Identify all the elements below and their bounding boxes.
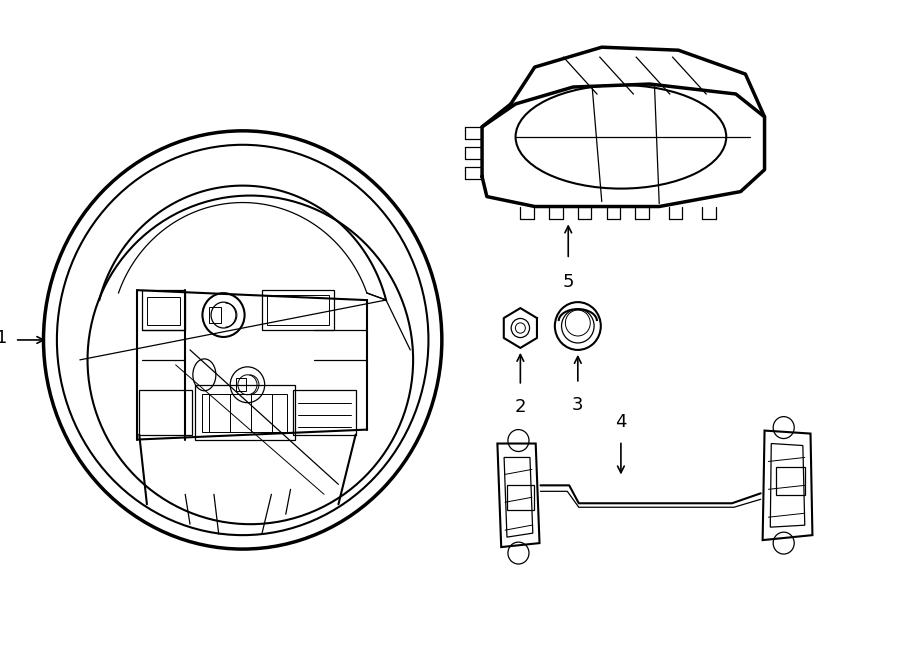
Bar <box>236 378 246 391</box>
Bar <box>142 290 185 330</box>
Bar <box>776 467 805 495</box>
Bar <box>194 385 295 440</box>
Text: 2: 2 <box>515 398 526 416</box>
Bar <box>209 307 220 323</box>
Bar <box>147 297 180 325</box>
Bar <box>266 295 328 325</box>
Bar <box>293 390 356 434</box>
Bar <box>140 390 192 434</box>
Text: 1: 1 <box>0 329 7 347</box>
Bar <box>202 394 287 432</box>
Text: 4: 4 <box>616 412 626 430</box>
Text: 3: 3 <box>572 396 583 414</box>
Bar <box>507 485 534 510</box>
Bar <box>262 290 334 330</box>
Text: 5: 5 <box>562 273 574 292</box>
